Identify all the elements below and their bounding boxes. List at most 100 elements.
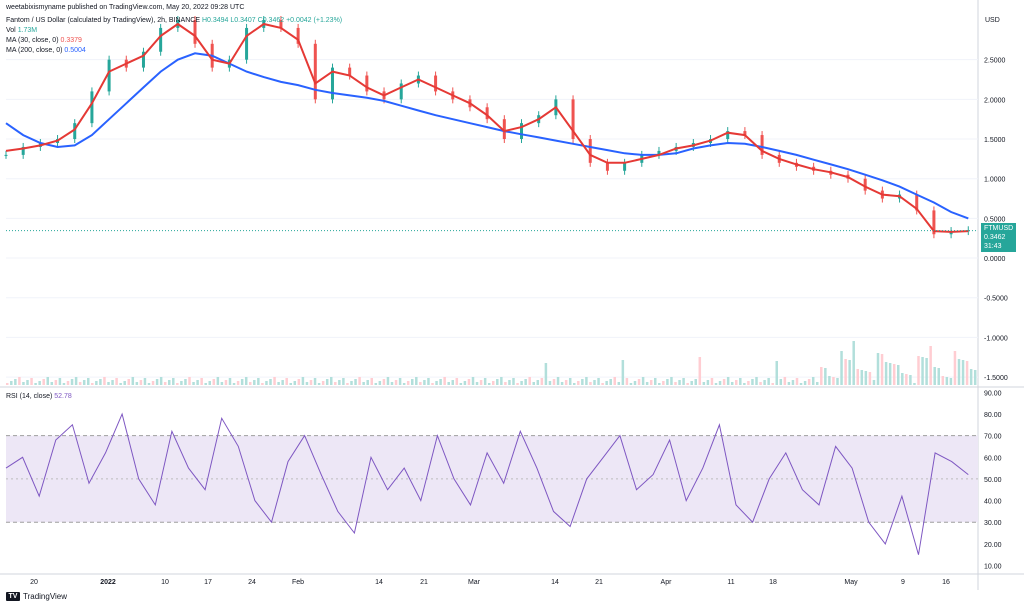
volume-bar (957, 359, 961, 385)
candle-body (90, 91, 94, 124)
volume-bar (38, 381, 41, 385)
volume-bar (342, 378, 345, 385)
volume-bar (710, 378, 714, 385)
volume-bar (143, 378, 147, 385)
volume-bar (74, 377, 78, 385)
volume-bar (941, 376, 945, 385)
volume-bar (483, 378, 487, 385)
volume-bar (224, 380, 228, 385)
volume-bar (694, 379, 697, 385)
candle-body (365, 75, 369, 92)
candle-body (73, 123, 77, 140)
badge-countdown: 31:43 (984, 243, 1002, 250)
volume-bar (654, 378, 657, 385)
rsi-tick-label: 60.00 (984, 455, 1002, 462)
rsi-tick-label: 30.00 (984, 520, 1002, 527)
volume-bar (261, 383, 264, 385)
volume-bar (317, 383, 321, 385)
volume-bar (921, 357, 924, 385)
volume-bar (621, 360, 625, 385)
volume-bar (431, 383, 434, 385)
volume-bar (516, 383, 519, 385)
volume-bar (613, 377, 616, 385)
rsi-tick-label: 10.00 (984, 564, 1002, 571)
volume-bar (330, 377, 333, 385)
volume-bar (358, 377, 361, 385)
volume-bar (836, 378, 839, 385)
volume-bar (905, 374, 908, 385)
volume-bar (512, 378, 515, 385)
volume-bar (42, 379, 45, 385)
candle-body (726, 131, 730, 140)
time-tick-label: 21 (595, 579, 603, 586)
volume-bar (390, 382, 394, 385)
volume-bar (832, 377, 835, 385)
volume-bar (394, 380, 398, 385)
volume-bar (807, 379, 811, 385)
volume-bar (386, 377, 390, 385)
candle-body (141, 51, 145, 68)
volume-bar (127, 379, 130, 385)
volume-bar (435, 381, 438, 385)
ma30-label: MA (30, close, 0) (6, 37, 59, 44)
volume-bar (747, 381, 750, 385)
price-tick-label: 2.0000 (984, 97, 1006, 104)
volume-bar (220, 382, 224, 385)
rsi-tick-label: 40.00 (984, 499, 1002, 506)
volume-bar (492, 381, 495, 385)
time-tick-label: 14 (551, 579, 559, 586)
time-tick-label: Apr (661, 579, 673, 586)
volume-bar (6, 383, 9, 385)
volume-bar (840, 351, 843, 385)
volume-bar (722, 379, 726, 385)
volume-bar (269, 379, 272, 385)
volume-bar (374, 383, 378, 385)
ma30-line (5, 22, 969, 233)
volume-bar (62, 383, 66, 385)
volume-bar (475, 382, 479, 385)
volume-bar (573, 383, 576, 385)
volume-bar (759, 382, 762, 385)
volume-bar (281, 380, 284, 385)
price-tick-label: 1.5000 (984, 137, 1006, 144)
volume-bar (581, 379, 584, 385)
volume-bar (520, 381, 523, 385)
time-tick-label: 2022 (100, 579, 116, 586)
volume-bar (131, 377, 135, 385)
volume-bar (103, 377, 106, 385)
volume-bar (678, 380, 681, 385)
volume-bar (155, 379, 159, 385)
volume-bar (524, 379, 527, 385)
volume-bar (362, 382, 365, 385)
volume-bar (135, 382, 139, 385)
volume-bar (334, 382, 337, 385)
volume-bar (787, 382, 791, 385)
volume-bar (884, 362, 888, 385)
volume-bar (419, 382, 422, 385)
volume-value: 1.73M (17, 27, 38, 34)
volume-bar (925, 358, 928, 385)
volume-bar (378, 381, 382, 385)
volume-bar (560, 382, 564, 385)
volume-bar (649, 380, 653, 385)
volume-bar (637, 379, 641, 385)
candle-body (932, 210, 936, 235)
candle-body (245, 27, 249, 60)
volume-bar (228, 378, 232, 385)
candle-body (502, 119, 506, 140)
volume-bar (366, 380, 369, 385)
volume-bar (658, 383, 661, 385)
volume-bar (880, 354, 884, 385)
volume-bar (423, 380, 426, 385)
volume-bar (949, 378, 953, 385)
candle-body (571, 99, 575, 140)
volume-bar (95, 381, 98, 385)
volume-bar (451, 380, 454, 385)
rsi-legend: RSI (14, close) 52.78 (6, 393, 72, 400)
time-tick-label: Mar (468, 579, 481, 586)
volume-bar (609, 379, 612, 385)
volume-bar (455, 378, 459, 385)
volume-bar (439, 379, 442, 385)
volume-legend: Vol 1.73M (6, 27, 37, 34)
candle-body (330, 67, 334, 100)
